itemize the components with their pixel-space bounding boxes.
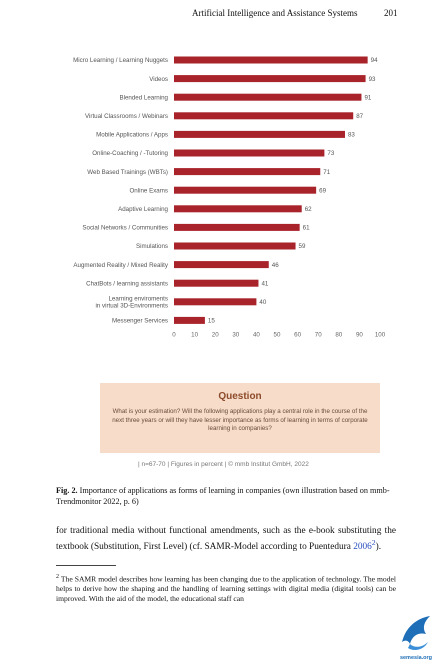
x-tick-label: 10 <box>191 331 198 338</box>
category-label: Simulations <box>136 243 168 250</box>
footnote-rule <box>56 565 116 566</box>
bar <box>174 316 205 324</box>
bar <box>174 186 317 194</box>
question-box: Question What is your estimation? Will t… <box>100 383 380 453</box>
bar <box>174 93 362 101</box>
figure-caption: Fig. 2. Importance of applications as fo… <box>56 486 396 507</box>
x-tick-label: 90 <box>356 331 363 338</box>
bar-value-label: 69 <box>319 187 326 194</box>
bar-value-label: 61 <box>303 225 310 232</box>
bar-value-label: 87 <box>356 113 363 120</box>
category-label: Augmented Reality / Mixed Reality <box>73 262 168 269</box>
x-tick-label: 30 <box>232 331 239 338</box>
category-label: Online Exams <box>129 187 168 194</box>
category-label: Blended Learning <box>119 94 168 101</box>
bar-value-label: 93 <box>369 76 376 83</box>
bar-value-label: 73 <box>327 150 334 157</box>
page-number: 201 <box>384 8 398 18</box>
x-tick-label: 60 <box>294 331 301 338</box>
bar <box>174 56 368 64</box>
chart-source: | n=67-70 | Figures in percent | © mmb I… <box>138 461 309 468</box>
bar-chart: 94 Micro Learning / Learning Nuggets 93 Vid… <box>73 56 386 338</box>
bar-value-label: 94 <box>371 57 378 64</box>
running-title: Artificial Intelligence and Assistance S… <box>192 8 358 18</box>
footnote-text: The SAMR model describes how learning ha… <box>56 574 396 603</box>
bar <box>174 242 296 250</box>
x-tick-label: 40 <box>253 331 260 338</box>
x-tick-label: 100 <box>375 331 386 338</box>
bar <box>174 223 300 231</box>
footnote: 2 The SAMR model describes how learning … <box>56 573 396 603</box>
bar <box>174 149 325 157</box>
question-text: What is your estimation? Will the follow… <box>112 408 368 432</box>
bar <box>174 205 302 213</box>
bar <box>174 279 259 287</box>
bar-value-label: 91 <box>364 94 371 101</box>
bird-logo-icon <box>402 616 430 650</box>
category-label: Messenger Services <box>112 318 168 325</box>
category-label: Micro Learning / Learning Nuggets <box>73 57 168 64</box>
x-tick-label: 50 <box>274 331 281 338</box>
bar-value-label: 15 <box>208 318 215 325</box>
x-tick-label: 70 <box>315 331 322 338</box>
category-label: Adaptive Learning <box>118 206 168 213</box>
footnote-ref[interactable]: 2 <box>371 538 376 547</box>
category-label: Videos <box>149 76 168 83</box>
bar-value-label: 83 <box>348 132 355 139</box>
category-label: Web Based Trainings (WBTs) <box>87 169 168 176</box>
bar <box>174 75 366 83</box>
bar <box>174 112 354 120</box>
watermark-text: semesia.org <box>400 655 432 661</box>
bar-value-label: 41 <box>261 280 268 287</box>
watermark-logo: semesia.org <box>400 616 432 661</box>
body-text-before: for traditional media without functional… <box>56 526 396 553</box>
category-label: Online-Coaching / -Tutoring <box>92 150 168 157</box>
bar-value-label: 62 <box>305 206 312 213</box>
body-text-after: ). <box>375 542 382 553</box>
bar <box>174 168 321 176</box>
page-header: Artificial Intelligence and Assistance S… <box>0 8 440 22</box>
bar-value-label: 71 <box>323 169 330 176</box>
figure-label: Fig. 2. <box>56 486 78 495</box>
category-label: Learning enviroments <box>108 295 168 302</box>
x-tick-label: 80 <box>335 331 342 338</box>
x-tick-label: 0 <box>172 331 176 338</box>
question-title: Question <box>218 391 262 402</box>
bar-value-label: 59 <box>299 243 306 250</box>
bar <box>174 130 345 138</box>
category-label: Social Networks / Communities <box>82 225 168 232</box>
category-label: ChatBots / learning assistants <box>86 280 168 287</box>
body-paragraph: for traditional media without functional… <box>56 525 396 553</box>
bar <box>174 261 269 269</box>
category-label: Virtual Classrooms / Webinars <box>85 113 168 120</box>
x-tick-label: 20 <box>212 331 219 338</box>
citation-link[interactable]: 2006 <box>353 542 372 553</box>
category-label: Mobile Applications / Apps <box>96 132 168 139</box>
figure-caption-text: Importance of applications as forms of l… <box>56 486 390 506</box>
bar-value-label: 46 <box>272 262 279 269</box>
bar-value-label: 40 <box>259 299 266 306</box>
bar <box>174 298 257 306</box>
category-label: in virtual 3D-Environments <box>95 303 168 310</box>
footnote-marker: 2 <box>56 574 59 580</box>
